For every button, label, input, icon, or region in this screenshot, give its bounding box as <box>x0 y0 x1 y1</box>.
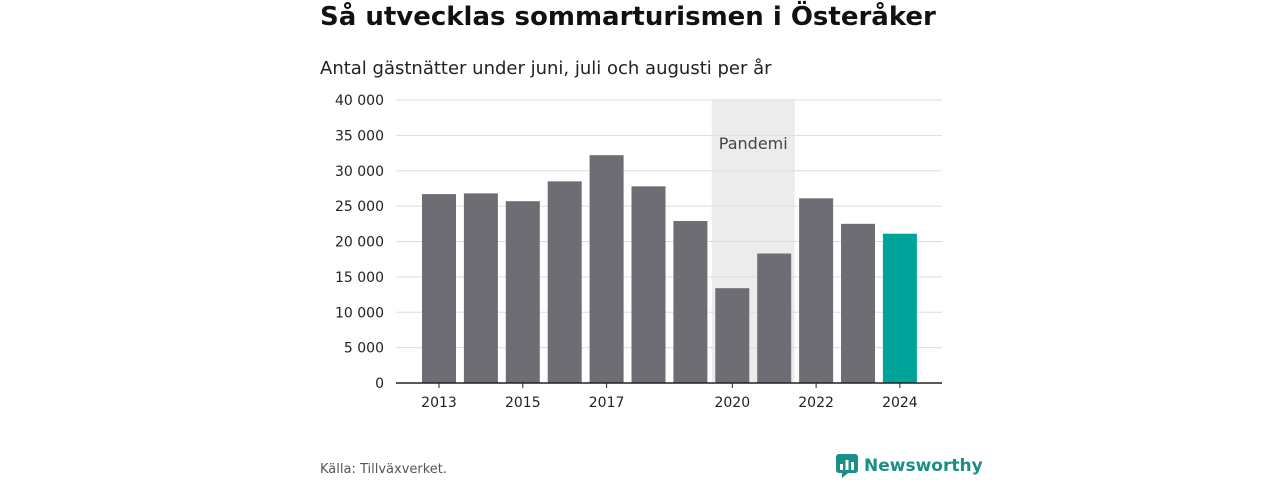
y-tick-label: 25 000 <box>335 199 384 215</box>
bar <box>799 198 834 383</box>
y-tick-label: 15 000 <box>335 270 384 286</box>
brand-logo: Newsworthy <box>836 454 983 478</box>
pandemic-label: Pandemi <box>719 134 788 153</box>
bar <box>673 220 708 383</box>
bar <box>547 181 582 383</box>
bar <box>422 194 456 383</box>
source-note: Källa: Tillväxverket. <box>320 462 448 477</box>
y-tick-label: 10 000 <box>335 305 384 321</box>
y-tick-label: 20 000 <box>335 235 384 251</box>
x-tick-label: 2020 <box>714 395 750 411</box>
bar <box>631 186 666 383</box>
bar <box>505 201 540 383</box>
bar <box>757 253 792 383</box>
bar-highlight <box>882 233 917 383</box>
bar <box>463 193 498 383</box>
bar <box>841 223 875 383</box>
y-tick-label: 30 000 <box>335 164 384 180</box>
x-tick-label: 2013 <box>421 395 457 411</box>
x-tick-label: 2017 <box>589 395 625 411</box>
x-tick-label: 2022 <box>798 395 834 411</box>
y-tick-label: 0 <box>375 376 384 392</box>
chart-title: Så utvecklas sommarturismen i Österåker <box>320 2 936 32</box>
chart-subtitle: Antal gästnätter under juni, juli och au… <box>320 58 772 79</box>
bar <box>589 155 624 383</box>
x-tick-label: 2015 <box>505 395 541 411</box>
y-tick-label: 5 000 <box>344 341 384 357</box>
bar <box>715 288 750 383</box>
bar-chart: Pandemi 0 5 000 10 000 15 000 20 000 25 000 30 … <box>335 93 942 411</box>
y-tick-label: 40 000 <box>335 93 384 109</box>
x-tick-label: 2024 <box>882 395 918 411</box>
newsworthy-logo-icon <box>836 454 858 478</box>
y-tick-label: 35 000 <box>335 128 384 144</box>
brand-name: Newsworthy <box>864 456 983 476</box>
